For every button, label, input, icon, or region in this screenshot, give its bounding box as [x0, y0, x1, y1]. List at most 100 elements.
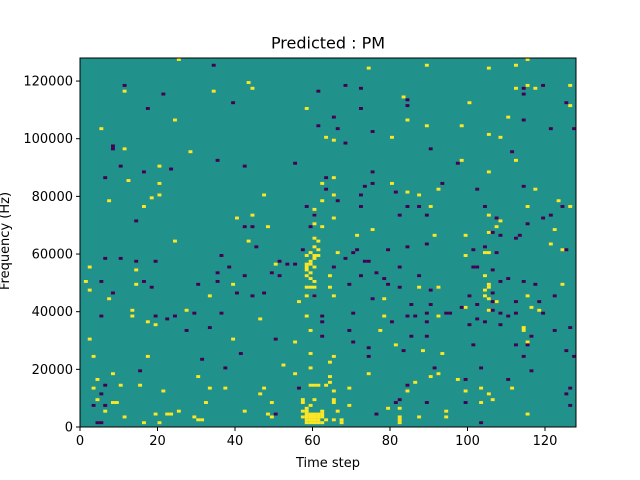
heatmap-cell-low — [494, 251, 499, 255]
heatmap-cell-high — [157, 164, 162, 168]
heatmap-cell-high — [149, 196, 154, 200]
heatmap-cell-high — [107, 199, 112, 203]
heatmap-cell-high — [331, 193, 336, 197]
heatmap-cell-low — [91, 403, 96, 407]
heatmap-cell-high — [246, 81, 251, 84]
x-tick-label: 60 — [304, 434, 321, 449]
heatmap-cell-low — [250, 294, 255, 298]
heatmap-cell-high — [459, 124, 464, 128]
heatmap-cell-high — [552, 228, 557, 232]
heatmap-cell-low — [475, 303, 480, 306]
heatmap-cell-low — [533, 282, 538, 286]
heatmap-cell-high — [161, 389, 166, 393]
heatmap-cell-low — [320, 334, 325, 338]
heatmap-cell-low — [498, 311, 503, 315]
heatmap-cell-high — [463, 233, 468, 237]
heatmap-cell-high — [122, 415, 127, 419]
heatmap-cell-low — [424, 213, 429, 217]
heatmap-cell-high — [463, 389, 468, 393]
heatmap-cell-low — [111, 291, 115, 295]
heatmap-cell-high — [312, 256, 317, 260]
heatmap-cell-high — [486, 66, 491, 70]
heatmap-cell-high — [165, 412, 170, 416]
heatmap-cell-high — [320, 199, 325, 203]
heatmap-cell-high — [308, 262, 313, 266]
x-tick-label: 0 — [76, 434, 84, 449]
heatmap-cell-high — [304, 409, 309, 413]
heatmap-cell-high — [95, 377, 100, 381]
heatmap-cell-high — [390, 181, 394, 185]
heatmap-cell-low — [537, 300, 542, 304]
heatmap-cell-low — [541, 216, 546, 220]
heatmap-cell-low — [153, 259, 158, 263]
heatmap-cell-high — [432, 233, 437, 237]
heatmap-cell-high — [308, 259, 313, 263]
heatmap-cell-low — [417, 205, 422, 208]
heatmap-cell-high — [87, 337, 92, 341]
heatmap-cell-low — [370, 297, 375, 301]
heatmap-cell-low — [560, 205, 565, 208]
heatmap-cell-low — [242, 164, 247, 168]
heatmap-cell-low — [397, 285, 402, 289]
heatmap-cell-low — [343, 256, 348, 260]
heatmap-cell-low — [386, 248, 391, 252]
heatmap-cell-low — [529, 369, 534, 373]
y-tick-label: 0 — [65, 421, 73, 436]
heatmap-cell-low — [568, 326, 573, 330]
heatmap-cell-low — [417, 274, 422, 278]
heatmap-cell-high — [316, 421, 321, 425]
heatmap-cell-high — [455, 377, 460, 381]
y-axis-label: Frequency (Hz) — [0, 192, 13, 290]
heatmap-cell-low — [517, 233, 522, 237]
heatmap-cell-low — [111, 147, 115, 151]
heatmap-cell-high — [273, 262, 278, 266]
heatmap-cell-high — [494, 300, 499, 304]
heatmap-cell-high — [331, 401, 336, 404]
heatmap-cell-high — [316, 239, 321, 243]
heatmap-cell-high — [328, 375, 332, 379]
heatmap-cell-low — [331, 265, 336, 269]
heatmap-cell-high — [134, 282, 139, 286]
heatmap-cell-low — [510, 150, 515, 154]
heatmap-cell-high — [142, 205, 146, 208]
heatmap-cell-high — [122, 89, 127, 93]
heatmap-cell-low — [238, 352, 243, 355]
heatmap-cell-low — [521, 118, 526, 122]
heatmap-cell-high — [424, 63, 429, 67]
heatmap-cell-low — [479, 366, 484, 370]
heatmap-cell-high — [525, 83, 530, 87]
heatmap-cell-low — [219, 311, 224, 315]
heatmap-cell-low — [111, 144, 115, 148]
heatmap-cell-high — [231, 282, 236, 286]
heatmap-cell-high — [483, 274, 487, 278]
heatmap-cell-high — [304, 262, 309, 266]
heatmap-cell-low — [448, 311, 453, 315]
heatmap-cell-high — [300, 409, 305, 413]
heatmap-cell-high — [494, 225, 499, 229]
plot-frame — [79, 57, 577, 428]
heatmap-cell-high — [529, 305, 534, 309]
low-value-cells — [91, 63, 577, 425]
heatmap-cell-high — [312, 245, 317, 249]
heatmap-cell-low — [269, 271, 274, 275]
heatmap-cell-low — [564, 101, 569, 105]
heatmap-cell-low — [397, 213, 402, 217]
heatmap-cell-high — [300, 401, 305, 404]
heatmap-cell-low — [428, 288, 433, 292]
heatmap-cell-low — [405, 98, 410, 102]
heatmap-cell-high — [300, 398, 305, 402]
heatmap-cell-low — [440, 181, 445, 185]
heatmap-cell-high — [99, 127, 104, 131]
heatmap-cell-low — [149, 285, 154, 289]
heatmap-cell-high — [331, 354, 336, 358]
heatmap-cell-low — [409, 303, 414, 306]
heatmap-cell-high — [235, 216, 239, 220]
heatmap-cell-high — [266, 225, 270, 229]
heatmap-cell-low — [219, 254, 224, 257]
heatmap-cell-low — [405, 104, 410, 108]
heatmap-cell-high — [386, 406, 391, 410]
heatmap-cell-low — [95, 421, 100, 425]
heatmap-cell-low — [405, 205, 410, 208]
heatmap-cell-low — [359, 193, 363, 197]
heatmap-cell-high — [304, 406, 309, 410]
